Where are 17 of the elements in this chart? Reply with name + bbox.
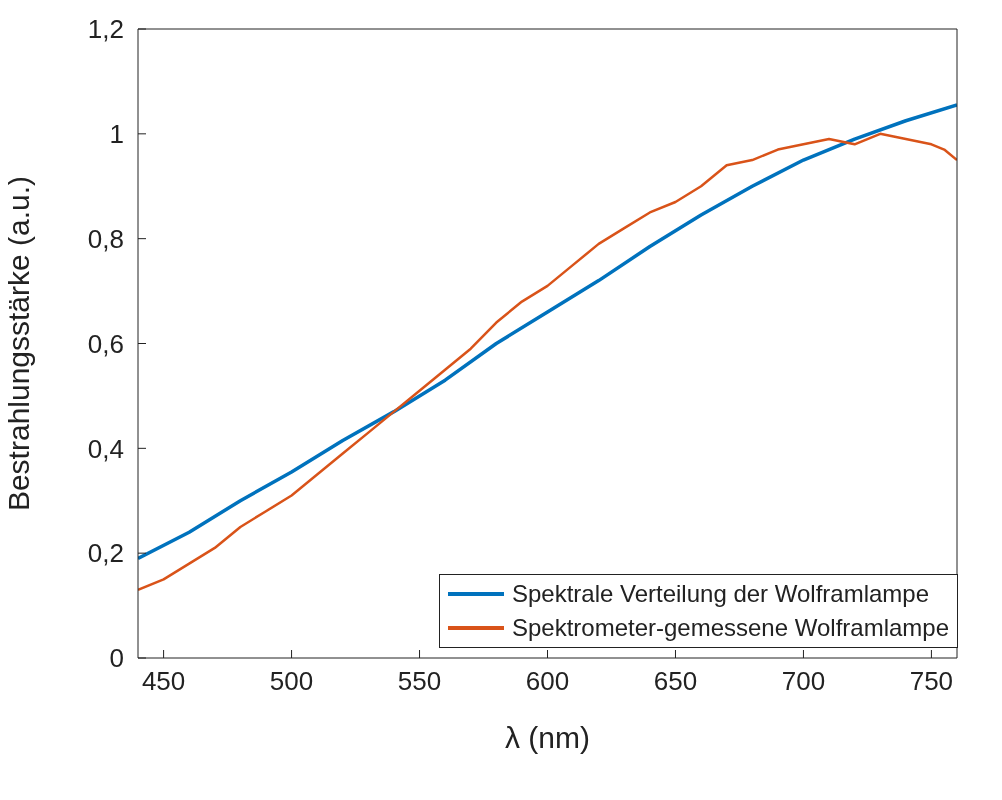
x-tick-label: 750 [909,666,954,697]
x-tick-label: 700 [781,666,826,697]
y-tick-label: 0,8 [87,223,124,254]
x-tick-label: 600 [525,666,570,697]
legend-label: Spektrale Verteilung der Wolframlampe [511,579,930,609]
y-tick-label: 1 [109,119,124,150]
y-tick-label: 1,2 [87,14,124,45]
x-tick-label: 550 [397,666,442,697]
x-axis-title: λ (nm) [505,721,590,754]
x-tick-label: 450 [141,666,186,697]
y-tick-label: 0 [109,643,124,674]
y-tick-label: 0,2 [87,538,124,569]
x-tick-label: 650 [653,666,698,697]
legend-label: Spektrometer-gemessene Wolframlampe [511,613,949,643]
y-tick-label: 0,6 [87,328,124,359]
y-tick-label: 0,4 [87,433,124,464]
x-tick-label: 500 [269,666,314,697]
